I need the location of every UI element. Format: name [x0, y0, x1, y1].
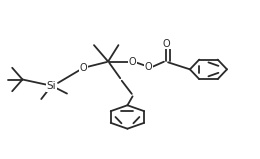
Text: O: O	[129, 57, 136, 66]
Text: O: O	[79, 63, 87, 73]
Text: O: O	[145, 62, 152, 72]
Text: O: O	[162, 39, 170, 48]
Text: Si: Si	[47, 81, 56, 91]
